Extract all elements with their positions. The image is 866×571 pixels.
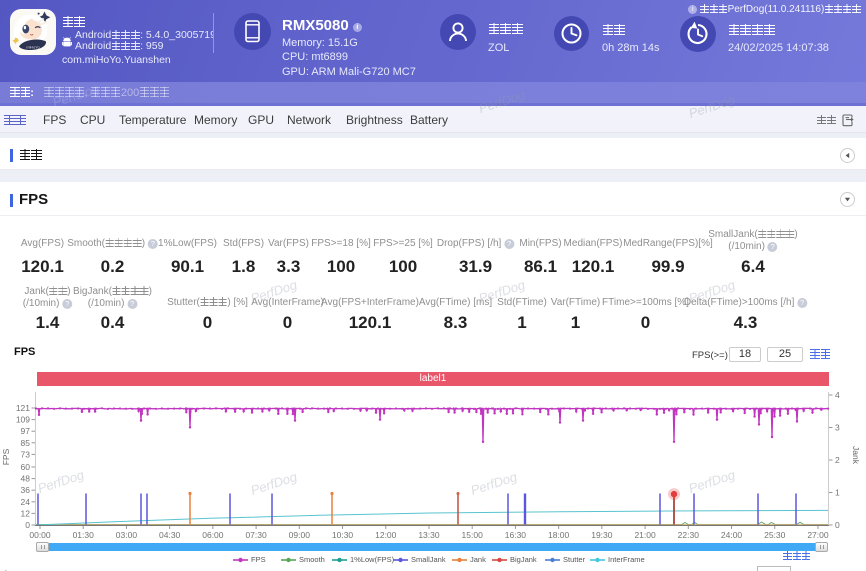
svg-text:19:30: 19:30	[591, 530, 613, 540]
svg-text:16:30: 16:30	[505, 530, 527, 540]
svg-text:miHoYo: miHoYo	[26, 46, 39, 50]
svg-text:36: 36	[21, 485, 31, 495]
svg-text:3: 3	[835, 423, 840, 433]
svg-text:2: 2	[835, 455, 840, 465]
svg-text:13:30: 13:30	[418, 530, 440, 540]
svg-text:97: 97	[21, 426, 31, 436]
svg-text:22:30: 22:30	[678, 530, 700, 540]
svg-text:24:00: 24:00	[721, 530, 743, 540]
svg-text:12:00: 12:00	[375, 530, 397, 540]
svg-text:10:30: 10:30	[332, 530, 354, 540]
svg-text:0: 0	[25, 520, 30, 530]
svg-text:03:00: 03:00	[116, 530, 138, 540]
svg-text:60: 60	[21, 462, 31, 472]
svg-text:18:00: 18:00	[548, 530, 570, 540]
svg-text:21:00: 21:00	[634, 530, 656, 540]
svg-text:07:30: 07:30	[245, 530, 267, 540]
svg-text:15:00: 15:00	[462, 530, 484, 540]
svg-text:27:00: 27:00	[807, 530, 829, 540]
svg-text:25:30: 25:30	[764, 530, 786, 540]
svg-text:01:30: 01:30	[73, 530, 95, 540]
svg-text:06:00: 06:00	[202, 530, 224, 540]
svg-text:24: 24	[21, 497, 31, 507]
svg-text:1: 1	[835, 488, 840, 498]
svg-text:48: 48	[21, 474, 31, 484]
svg-text:109: 109	[16, 415, 30, 425]
svg-text:00:00: 00:00	[29, 530, 51, 540]
svg-text:121: 121	[16, 403, 30, 413]
svg-text:0: 0	[835, 520, 840, 530]
svg-text:73: 73	[21, 449, 31, 459]
svg-text:09:00: 09:00	[289, 530, 311, 540]
svg-text:85: 85	[21, 438, 31, 448]
svg-text:12: 12	[21, 508, 31, 518]
svg-text:04:30: 04:30	[159, 530, 181, 540]
svg-text:4: 4	[835, 390, 840, 400]
